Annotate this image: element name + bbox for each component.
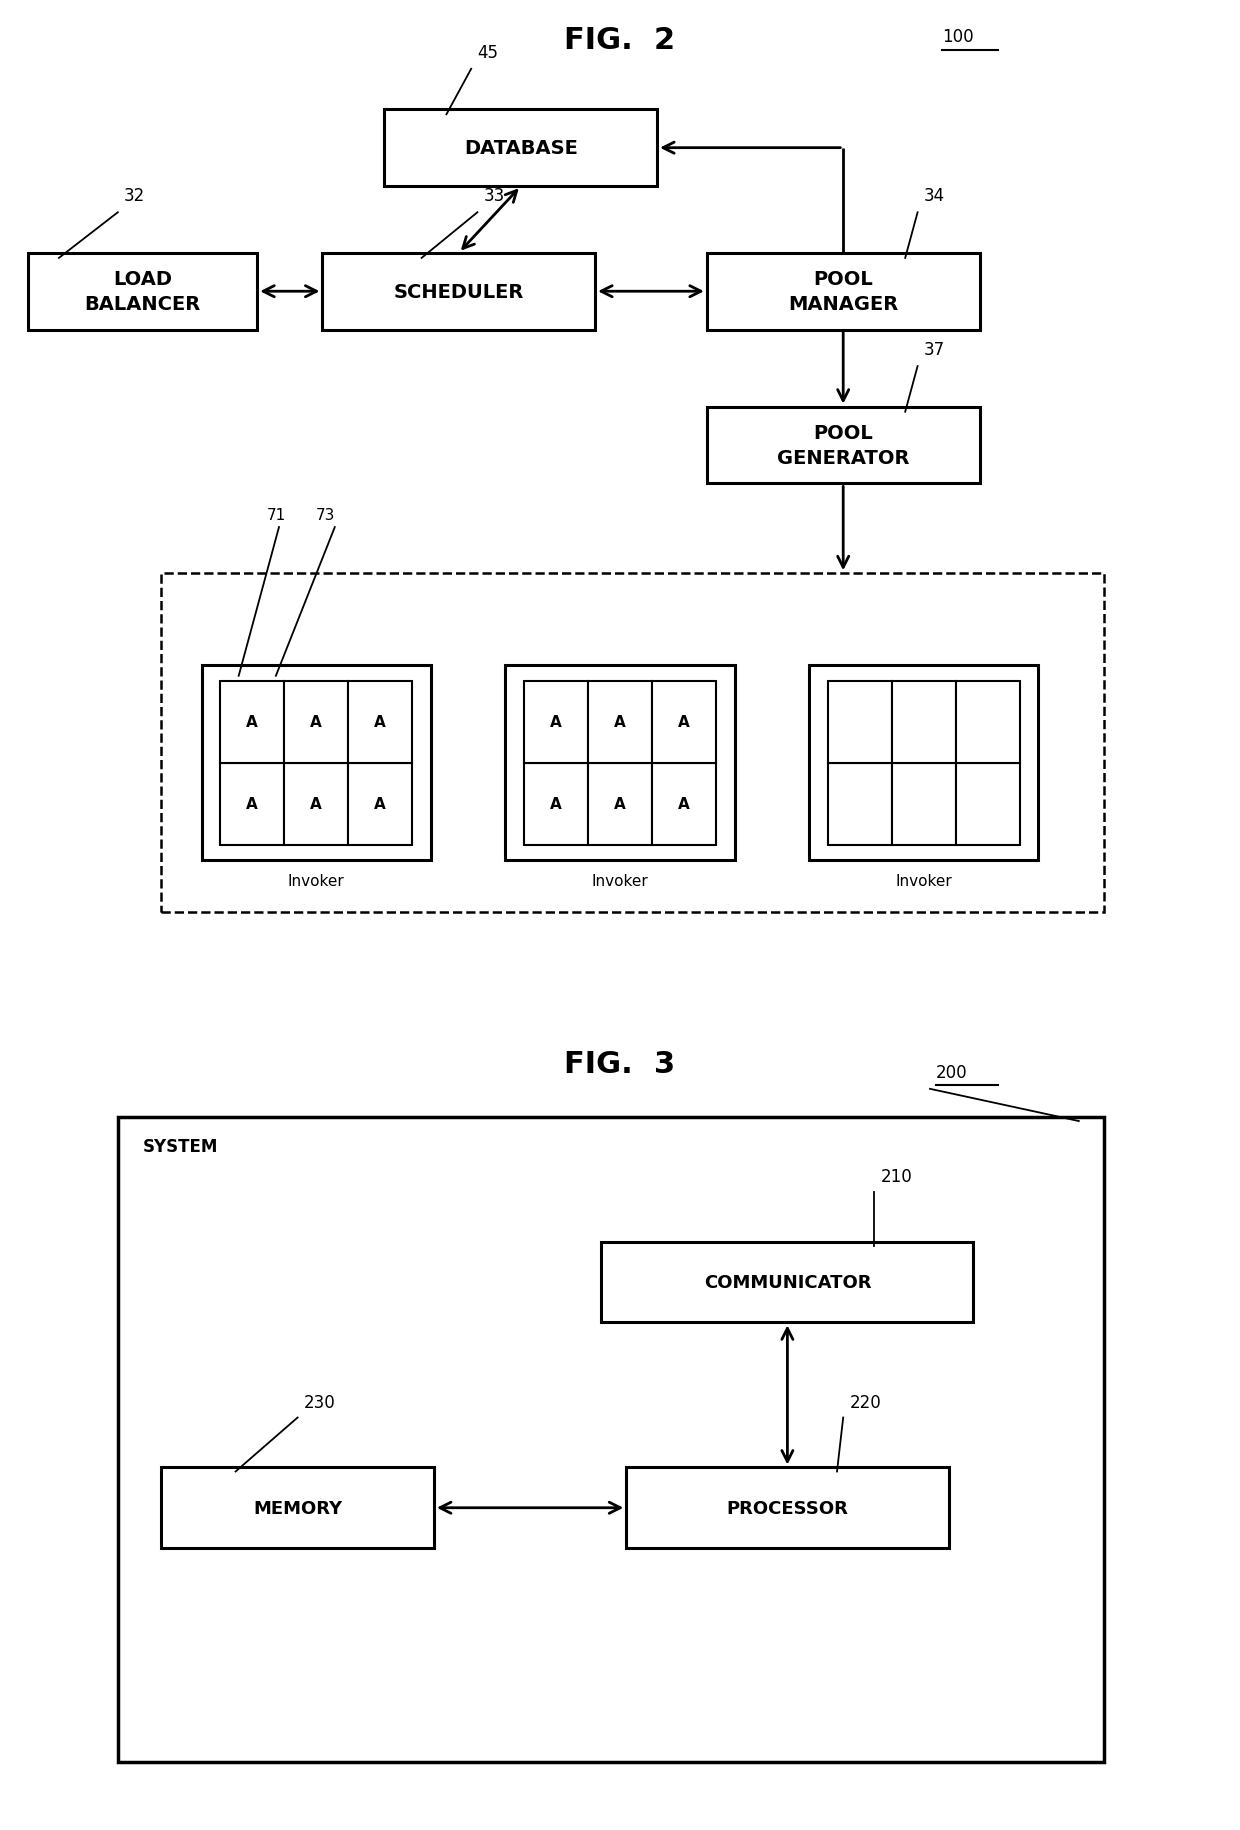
Text: COMMUNICATOR: COMMUNICATOR [703,1274,872,1292]
Text: 210: 210 [880,1168,913,1186]
Bar [161,575,1104,911]
Text: SYSTEM: SYSTEM [143,1138,218,1155]
Text: 33: 33 [484,187,505,205]
Bar [29,254,258,331]
Text: Invoker: Invoker [895,875,952,889]
Text: A: A [614,798,626,813]
Text: 230: 230 [304,1393,336,1411]
Bar [828,763,892,845]
Text: FIG.  2: FIG. 2 [564,26,676,55]
Text: 45: 45 [477,44,498,62]
Bar [626,1468,949,1548]
Text: Invoker: Invoker [288,875,345,889]
Text: 34: 34 [924,187,945,205]
Text: FIG.  3: FIG. 3 [564,1049,676,1078]
Text: MEMORY: MEMORY [253,1499,342,1517]
Text: PROCESSOR: PROCESSOR [727,1499,848,1517]
Text: POOL
GENERATOR: POOL GENERATOR [777,425,909,468]
Bar [707,254,980,331]
Bar [892,681,956,763]
Text: POOL
MANAGER: POOL MANAGER [789,271,898,315]
Bar [284,681,348,763]
Text: A: A [614,716,626,730]
Bar [348,681,413,763]
Bar [161,1468,434,1548]
Bar [828,681,892,763]
Bar [588,763,652,845]
Bar [221,763,284,845]
Text: DATABASE: DATABASE [464,139,578,157]
Bar [348,763,413,845]
Text: A: A [678,798,689,813]
Bar [384,110,657,187]
Bar [523,681,588,763]
Bar [284,763,348,845]
Text: 220: 220 [849,1393,882,1411]
Text: A: A [678,716,689,730]
Bar [892,763,956,845]
Text: 100: 100 [942,27,975,46]
Text: A: A [551,716,562,730]
Bar [652,681,717,763]
Bar [506,666,734,860]
Bar [588,681,652,763]
Bar [201,666,432,860]
Text: A: A [374,798,386,813]
Text: 37: 37 [924,340,945,359]
Text: 200: 200 [936,1063,968,1082]
Bar [523,763,588,845]
Bar [601,1243,973,1323]
Bar [118,1118,1104,1762]
Bar [808,666,1038,860]
Bar [956,681,1019,763]
Text: 71: 71 [267,507,286,523]
Text: 73: 73 [316,507,336,523]
Text: A: A [551,798,562,813]
Text: A: A [374,716,386,730]
Text: A: A [247,798,258,813]
Bar [652,763,717,845]
Bar [322,254,595,331]
Text: A: A [247,716,258,730]
Text: SCHEDULER: SCHEDULER [393,282,525,302]
Text: A: A [310,798,322,813]
Bar [707,408,980,485]
Text: A: A [310,716,322,730]
Bar [221,681,284,763]
Text: Invoker: Invoker [591,875,649,889]
Text: LOAD
BALANCER: LOAD BALANCER [84,271,201,315]
Bar [956,763,1019,845]
Text: 32: 32 [124,187,145,205]
